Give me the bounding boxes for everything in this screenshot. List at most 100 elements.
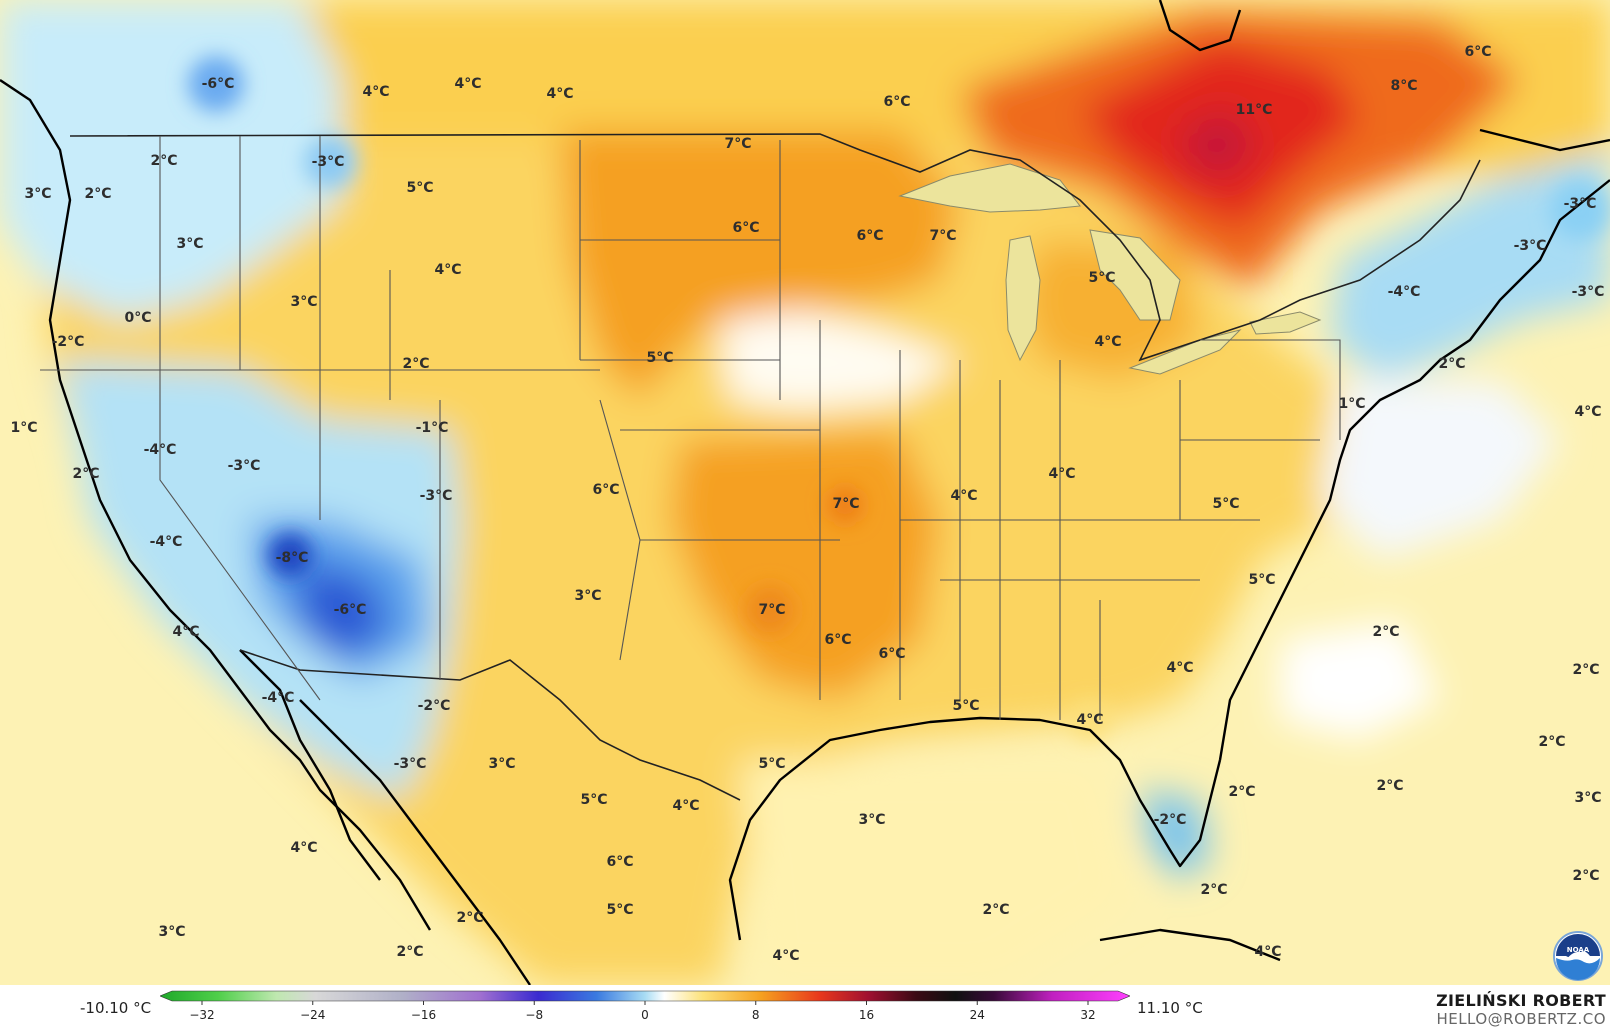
temperature-label: 4°C	[1094, 334, 1121, 350]
warm-plains	[560, 130, 960, 400]
noaa-logo: NOAA	[1553, 931, 1603, 981]
author-name: ZIELIŃSKI ROBERT	[1436, 991, 1606, 1010]
legend-footer: -10.10 °C	[0, 985, 1610, 1035]
temperature-label: 6°C	[883, 94, 910, 110]
lake-huron	[1089, 229, 1181, 321]
temperature-label: 3°C	[290, 294, 317, 310]
temperature-label: 6°C	[824, 632, 851, 648]
temperature-label: -3°C	[312, 154, 345, 170]
temperature-label: 5°C	[1212, 496, 1239, 512]
gulf-coast	[728, 716, 1222, 941]
temperature-label: -2°C	[52, 334, 85, 350]
east-coast	[1218, 179, 1610, 761]
anomaly-detail	[188, 56, 1610, 740]
temperature-label: 2°C	[1538, 734, 1565, 750]
temperature-label: 3°C	[1574, 790, 1601, 806]
temperature-label: -3°C	[1514, 238, 1547, 254]
colorbar-tick-label: 24	[970, 1008, 985, 1022]
logo-bird	[1566, 951, 1590, 960]
temperature-label: 2°C	[1572, 662, 1599, 678]
temperature-label: 2°C	[1572, 868, 1599, 884]
pale-atlantic	[1280, 620, 1440, 740]
logo-bottom	[1556, 958, 1600, 980]
temperature-label: 4°C	[290, 840, 317, 856]
temperature-label: 7°C	[929, 228, 956, 244]
temperature-label: 2°C	[1376, 778, 1403, 794]
temperature-label: 2°C	[396, 944, 423, 960]
temperature-label: 3°C	[574, 588, 601, 604]
blob	[188, 56, 244, 112]
temperature-label: 4°C	[454, 76, 481, 92]
mexico-border	[239, 649, 741, 801]
temperature-label: 2°C	[402, 356, 429, 372]
temperature-label: 2°C	[1438, 356, 1465, 372]
temperature-label: 4°C	[434, 262, 461, 278]
temperature-label: -6°C	[202, 76, 235, 92]
temperature-label: 2°C	[1200, 882, 1227, 898]
temperature-label: -3°C	[1572, 284, 1605, 300]
logo-text: NOAA	[1567, 946, 1590, 954]
coastlines	[0, 0, 1610, 985]
temperature-label: 4°C	[546, 86, 573, 102]
temperature-label: 7°C	[832, 496, 859, 512]
temperature-label: 4°C	[362, 84, 389, 100]
warm-south-central	[670, 430, 940, 700]
temperature-label: 1°C	[1338, 396, 1365, 412]
coldest-southwest	[300, 560, 390, 660]
temperature-label: 0°C	[124, 310, 151, 326]
temperature-label: -4°C	[262, 690, 295, 706]
temperature-label: 6°C	[878, 646, 905, 662]
temperature-label: 5°C	[1088, 270, 1115, 286]
temperature-label: -8°C	[276, 550, 309, 566]
temperature-label: 2°C	[84, 186, 111, 202]
temperature-label: 3°C	[858, 812, 885, 828]
scale-min-label: -10.10 °C	[80, 999, 152, 1017]
cuba	[1099, 928, 1281, 962]
temperature-label: 3°C	[158, 924, 185, 940]
state-lines	[40, 136, 1341, 720]
cool-northwest	[0, 0, 340, 320]
temperature-label: 8°C	[1390, 78, 1417, 94]
colorbar-tick-label: −24	[300, 1008, 325, 1022]
northeast-coast	[1479, 128, 1610, 152]
temperature-label: 1°C	[10, 420, 37, 436]
hudson-bay	[1158, 0, 1242, 52]
neutral-atlantic	[1320, 380, 1560, 560]
temperature-label: 2°C	[1372, 624, 1399, 640]
temperature-label: 4°C	[672, 798, 699, 814]
temperature-label: 3°C	[488, 756, 515, 772]
blob	[827, 487, 863, 523]
temperature-label: 4°C	[1254, 944, 1281, 960]
temperature-label: 4°C	[772, 948, 799, 964]
temperature-label: 2°C	[982, 902, 1009, 918]
temperature-label: 11°C	[1236, 102, 1273, 118]
temperature-label: -3°C	[1564, 196, 1597, 212]
temperature-label: 5°C	[758, 756, 785, 772]
mexico-coast	[299, 699, 531, 985]
temperature-label: 7°C	[724, 136, 751, 152]
blob	[1550, 180, 1610, 240]
logo-top	[1556, 934, 1600, 958]
pale-gulf	[740, 760, 1130, 985]
colorbar-tick-label: −32	[189, 1008, 214, 1022]
temperature-label: -3°C	[420, 488, 453, 504]
temperature-label: 5°C	[646, 350, 673, 366]
temperature-label: 5°C	[952, 698, 979, 714]
blob	[304, 136, 356, 188]
temperature-label: 4°C	[950, 488, 977, 504]
blob	[746, 586, 794, 634]
temperature-label: 4°C	[1166, 660, 1193, 676]
lake-ontario	[1249, 311, 1322, 335]
colorbar-ticks: −32 −24 −16 −8 0 8 16 24 32	[189, 1001, 1096, 1022]
colorbar-tick-label: 0	[641, 1008, 649, 1022]
colorbar-fill	[160, 990, 1130, 1002]
blob	[268, 533, 312, 577]
temperature-labels: -6°C 4°C 4°C 4°C 6°C 11°C 8°C 6°C 2°C 3°C 2°C -3°C 5…	[10, 44, 1604, 964]
temperature-label: 6°C	[592, 482, 619, 498]
temperature-label: 6°C	[1464, 44, 1491, 60]
temperature-label: 2°C	[72, 466, 99, 482]
author-email: HELLO@ROBERTZ.CO	[1436, 1010, 1606, 1028]
borders	[40, 133, 1481, 801]
colorbar-tick-label: 32	[1080, 1008, 1095, 1022]
temperature-anomaly-map: -6°C 4°C 4°C 4°C 6°C 11°C 8°C 6°C 2°C 3°C 2°C -3°C 5…	[0, 0, 1610, 985]
